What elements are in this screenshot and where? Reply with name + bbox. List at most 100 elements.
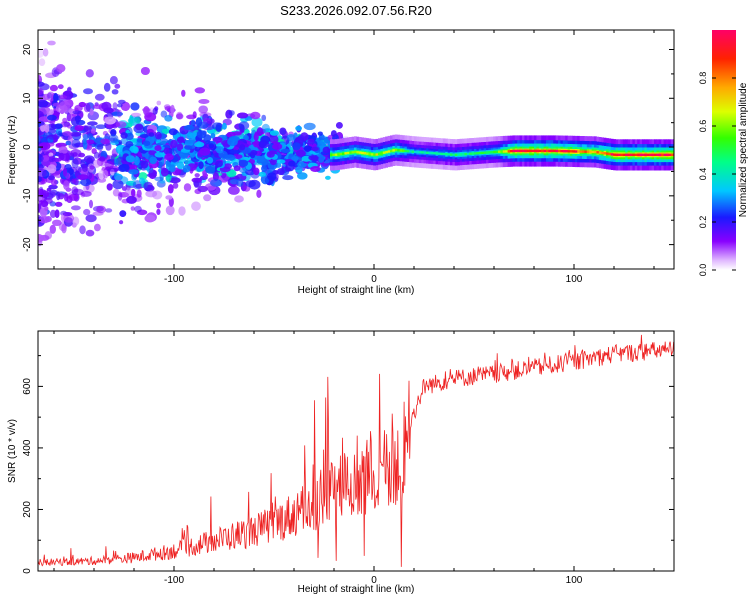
heatmap-cluster [266, 151, 275, 158]
heatmap-ridge-cell [478, 151, 482, 155]
heatmap-speckle [39, 215, 50, 224]
heatmap-speckle [49, 209, 57, 218]
x-tick-label: -100 [164, 274, 184, 285]
heatmap-ridge-cell [483, 151, 487, 154]
heatmap-speckle [140, 67, 150, 75]
heatmap-ridge-cell [498, 150, 501, 153]
heatmap-speckle [221, 122, 227, 130]
heatmap-cluster [205, 140, 211, 145]
snr-panel: -100 0 100 0 200 400 600 Height of straight li… [7, 330, 675, 595]
heatmap-speckle [89, 165, 95, 170]
heatmap-ridge-cell [510, 149, 513, 153]
heatmap-speckle [58, 101, 71, 111]
heatmap-cluster [128, 164, 138, 170]
y-tick-label: 10 [22, 92, 33, 104]
x-tick-label: -100 [164, 575, 184, 586]
heatmap-speckle [106, 183, 113, 191]
heatmap-speckle [192, 111, 197, 119]
heatmap-cluster [184, 145, 193, 150]
heatmap-speckle [181, 89, 186, 97]
heatmap-ridge-cell [625, 153, 628, 156]
heatmap-ridge-cell [630, 153, 633, 156]
heatmap-speckle [154, 176, 164, 182]
heatmap-ridge-cell [404, 149, 408, 153]
heatmap-speckle [85, 229, 95, 237]
heatmap-ridge-cell [601, 151, 604, 155]
heatmap-ridge-cell [534, 149, 537, 153]
heatmap-speckle [131, 188, 136, 197]
heatmap-cluster [205, 166, 216, 174]
heatmap-speckle [71, 116, 80, 127]
spectrogram-heatmap [38, 40, 674, 247]
heatmap-speckle [156, 202, 162, 209]
heatmap-speckle [38, 154, 44, 163]
snr-plot-area [38, 331, 674, 571]
heatmap-ridge-cell [644, 153, 648, 156]
heatmap-ridge-cell [471, 152, 475, 155]
heatmap-speckle [92, 104, 104, 109]
heatmap-speckle [96, 205, 106, 214]
heatmap-speckle [134, 205, 142, 213]
heatmap-speckle [57, 84, 64, 90]
heatmap-speckle [115, 121, 127, 128]
heatmap-ridge-cell [368, 152, 372, 156]
heatmap-cluster [169, 164, 176, 173]
heatmap-cluster [134, 156, 140, 166]
heatmap-speckle [90, 128, 96, 134]
heatmap-cluster [189, 151, 196, 158]
x-tick-label: 100 [566, 575, 583, 586]
heatmap-ridge-cell [349, 151, 352, 154]
heatmap-cluster [163, 147, 170, 155]
heatmap-speckle [197, 121, 209, 129]
heatmap-ridge-cell [658, 153, 662, 156]
heatmap-cluster [155, 131, 162, 140]
heatmap-ridge-cell [406, 150, 410, 153]
spectrogram-xlabel: Height of straight line (km) [298, 285, 415, 296]
heatmap-speckle [119, 220, 124, 225]
heatmap-cluster [215, 160, 223, 168]
heatmap-speckle [104, 116, 116, 125]
heatmap-speckle [212, 172, 219, 182]
heatmap-speckle [144, 214, 156, 223]
heatmap-ridge-cell [565, 150, 568, 153]
heatmap-cluster [139, 134, 149, 138]
heatmap-ridge-cell [553, 149, 556, 153]
heatmap-ridge-cell [411, 150, 415, 153]
heatmap-speckle [143, 106, 150, 116]
snr-xlabel: Height of straight line (km) [298, 584, 415, 595]
heatmap-ridge-cell [337, 153, 340, 156]
heatmap-speckle [210, 179, 222, 187]
heatmap-speckle [104, 160, 114, 170]
heatmap-cluster [308, 155, 319, 161]
heatmap-speckle [94, 223, 101, 232]
heatmap-cluster [277, 168, 285, 176]
heatmap-speckle [139, 177, 145, 184]
heatmap-speckle [109, 76, 118, 85]
heatmap-speckle [193, 180, 199, 188]
heatmap-speckle [63, 121, 71, 127]
heatmap-cluster [303, 146, 314, 151]
heatmap-speckle [68, 168, 75, 175]
heatmap-ridge-cell [548, 149, 552, 153]
heatmap-speckle [57, 131, 63, 137]
heatmap-speckle [198, 99, 210, 104]
heatmap-speckle [71, 178, 76, 184]
heatmap-ridge-cell [457, 153, 460, 156]
heatmap-speckle [105, 142, 112, 151]
heatmap-ridge-cell [358, 151, 362, 154]
heatmap-speckle [165, 195, 173, 200]
heatmap-ridge-cell [426, 151, 429, 154]
heatmap-ridge-cell [649, 153, 652, 156]
heatmap-speckle [236, 112, 249, 119]
heatmap-ridge-cell [512, 149, 516, 153]
heatmap-speckle [80, 190, 92, 197]
heatmap-cluster [168, 128, 178, 136]
heatmap-ridge-cell [634, 153, 638, 156]
heatmap-ridge-cell [351, 151, 355, 154]
heatmap-speckle [161, 128, 170, 134]
heatmap-cluster [243, 134, 249, 141]
heatmap-speckle [38, 58, 46, 66]
heatmap-ridge-cell [488, 151, 492, 154]
heatmap-speckle [44, 123, 50, 133]
heatmap-ridge-cell [447, 153, 451, 156]
